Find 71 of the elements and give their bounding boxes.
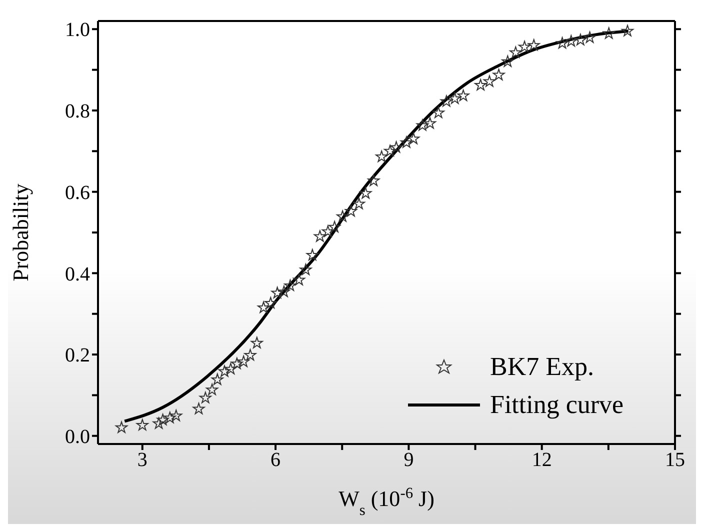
x-tick-label: 6 bbox=[270, 449, 281, 472]
point bbox=[556, 37, 568, 49]
y-tick-label: 0.2 bbox=[65, 344, 90, 367]
point bbox=[602, 27, 615, 39]
point bbox=[390, 141, 402, 153]
x-tick-label: 12 bbox=[532, 449, 552, 472]
legend-label: Fitting curve bbox=[490, 389, 624, 421]
point bbox=[230, 358, 243, 370]
point bbox=[424, 117, 436, 129]
x-tick-label: 15 bbox=[665, 449, 685, 472]
point bbox=[376, 150, 388, 162]
x-tick-label: 9 bbox=[404, 449, 414, 472]
point bbox=[278, 286, 290, 298]
point bbox=[408, 132, 420, 144]
point bbox=[336, 210, 349, 222]
y-axis-title: Probability bbox=[8, 184, 33, 282]
point bbox=[510, 46, 522, 58]
x-axis-title: W$_{s}$ (10$^{-6}$ J) bbox=[338, 484, 434, 518]
point bbox=[416, 119, 428, 131]
point bbox=[621, 24, 634, 36]
point bbox=[448, 92, 461, 104]
point bbox=[457, 90, 470, 102]
point bbox=[115, 421, 128, 433]
point bbox=[250, 336, 263, 348]
point bbox=[211, 373, 224, 385]
point bbox=[192, 402, 205, 414]
y-tick-label: 0.6 bbox=[65, 182, 90, 204]
point bbox=[440, 95, 452, 107]
point bbox=[238, 356, 250, 368]
point bbox=[328, 220, 341, 232]
point bbox=[271, 286, 284, 298]
point bbox=[314, 230, 326, 242]
y-tick-label: 0.0 bbox=[65, 426, 90, 448]
point bbox=[264, 296, 277, 308]
point bbox=[483, 75, 496, 87]
point bbox=[244, 349, 256, 361]
point bbox=[432, 106, 444, 118]
y-tick-label: 0.4 bbox=[65, 263, 90, 286]
point bbox=[565, 35, 578, 47]
point bbox=[474, 78, 487, 90]
point bbox=[384, 144, 396, 156]
point bbox=[156, 414, 169, 426]
point bbox=[360, 187, 372, 199]
point bbox=[574, 34, 586, 46]
point bbox=[258, 301, 270, 313]
point bbox=[584, 31, 596, 43]
point bbox=[306, 248, 318, 260]
point bbox=[368, 174, 380, 186]
point bbox=[224, 362, 237, 374]
y-tick-label: 1.0 bbox=[65, 19, 90, 42]
x-tick-label: 3 bbox=[137, 449, 148, 472]
point bbox=[344, 205, 358, 217]
y-tick-label: 0.8 bbox=[65, 100, 90, 123]
point bbox=[352, 198, 366, 210]
point bbox=[300, 264, 312, 276]
point bbox=[518, 40, 531, 52]
point bbox=[502, 55, 514, 67]
point bbox=[152, 417, 165, 429]
legend-label: BK7 Exp. bbox=[490, 351, 594, 383]
point bbox=[136, 418, 148, 430]
point bbox=[164, 412, 176, 424]
point bbox=[206, 384, 218, 396]
point bbox=[400, 136, 413, 148]
point bbox=[218, 365, 231, 377]
point bbox=[284, 279, 296, 291]
point bbox=[492, 68, 505, 80]
point bbox=[293, 274, 306, 286]
point bbox=[170, 410, 182, 422]
point bbox=[322, 225, 334, 237]
point bbox=[199, 392, 212, 404]
point bbox=[528, 39, 540, 51]
